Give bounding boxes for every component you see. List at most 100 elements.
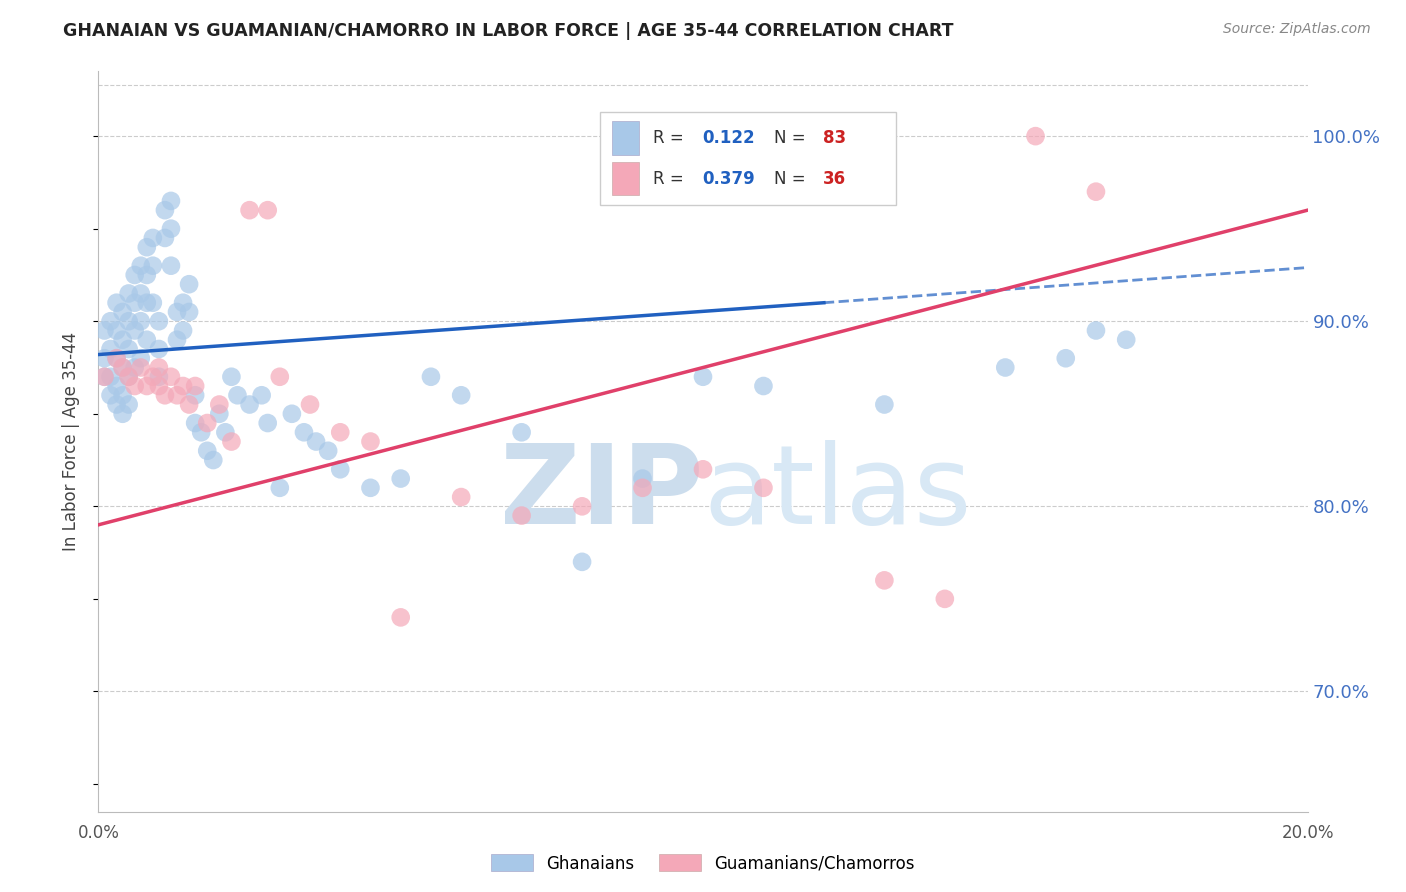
Point bbox=[172, 323, 194, 337]
Point bbox=[250, 388, 273, 402]
Point bbox=[172, 295, 194, 310]
FancyBboxPatch shape bbox=[613, 121, 638, 154]
Point bbox=[111, 360, 134, 375]
Point bbox=[160, 369, 183, 384]
Text: N =: N = bbox=[775, 129, 811, 147]
Point bbox=[129, 286, 152, 301]
Point bbox=[631, 481, 654, 495]
Text: ZIP: ZIP bbox=[499, 440, 703, 547]
Point bbox=[105, 323, 128, 337]
Point bbox=[873, 574, 896, 588]
Text: 0.379: 0.379 bbox=[702, 169, 755, 187]
Point bbox=[202, 453, 225, 467]
Point bbox=[1024, 129, 1046, 144]
Text: R =: R = bbox=[654, 169, 689, 187]
Point bbox=[111, 407, 134, 421]
Point bbox=[105, 379, 128, 393]
Point bbox=[179, 277, 201, 292]
Point bbox=[148, 342, 170, 356]
Point bbox=[1085, 185, 1108, 199]
Point bbox=[752, 379, 775, 393]
Point bbox=[153, 388, 176, 402]
Point bbox=[208, 397, 231, 411]
Point bbox=[692, 462, 714, 476]
Point bbox=[190, 425, 212, 440]
Point bbox=[124, 323, 146, 337]
Point bbox=[118, 314, 141, 328]
Point bbox=[292, 425, 315, 440]
Point bbox=[571, 555, 593, 569]
Point bbox=[256, 416, 278, 430]
Text: R =: R = bbox=[654, 129, 689, 147]
Point bbox=[111, 360, 134, 375]
Text: 0.122: 0.122 bbox=[702, 129, 755, 147]
Point bbox=[360, 434, 382, 449]
Point bbox=[692, 369, 714, 384]
FancyBboxPatch shape bbox=[600, 112, 897, 204]
Point bbox=[111, 305, 134, 319]
Point bbox=[179, 305, 201, 319]
Point bbox=[148, 369, 170, 384]
Point bbox=[166, 388, 188, 402]
Point bbox=[873, 397, 896, 411]
Point bbox=[450, 388, 472, 402]
Text: N =: N = bbox=[775, 169, 811, 187]
Point bbox=[142, 259, 165, 273]
Point bbox=[111, 333, 134, 347]
Point bbox=[571, 500, 593, 514]
Point bbox=[148, 379, 170, 393]
Point bbox=[124, 268, 146, 282]
Point bbox=[124, 379, 146, 393]
Point bbox=[105, 295, 128, 310]
Text: 83: 83 bbox=[823, 129, 846, 147]
Point bbox=[100, 388, 122, 402]
Point bbox=[214, 425, 236, 440]
Point bbox=[135, 333, 157, 347]
Point bbox=[226, 388, 249, 402]
Point bbox=[100, 342, 122, 356]
Point bbox=[195, 416, 218, 430]
Point bbox=[135, 240, 157, 254]
Point bbox=[153, 231, 176, 245]
Point bbox=[118, 286, 141, 301]
Point bbox=[299, 397, 322, 411]
Point bbox=[105, 351, 128, 366]
Point bbox=[1085, 323, 1108, 337]
Point bbox=[256, 203, 278, 218]
Point bbox=[172, 379, 194, 393]
Point bbox=[142, 369, 165, 384]
FancyBboxPatch shape bbox=[613, 162, 638, 195]
Point bbox=[129, 314, 152, 328]
Point bbox=[93, 351, 115, 366]
Point bbox=[148, 314, 170, 328]
Point bbox=[118, 369, 141, 384]
Point bbox=[329, 462, 352, 476]
Point bbox=[142, 295, 165, 310]
Point bbox=[124, 360, 146, 375]
Point bbox=[118, 369, 141, 384]
Point bbox=[239, 203, 262, 218]
Text: 36: 36 bbox=[823, 169, 846, 187]
Point bbox=[100, 314, 122, 328]
Point bbox=[135, 295, 157, 310]
Point bbox=[631, 472, 654, 486]
Point bbox=[111, 388, 134, 402]
Point bbox=[510, 425, 533, 440]
Point bbox=[129, 259, 152, 273]
Point bbox=[450, 490, 472, 504]
Point bbox=[389, 610, 412, 624]
Point bbox=[93, 323, 115, 337]
Point bbox=[160, 221, 183, 235]
Point bbox=[420, 369, 443, 384]
Point bbox=[208, 407, 231, 421]
Text: atlas: atlas bbox=[703, 440, 972, 547]
Point bbox=[93, 369, 115, 384]
Point bbox=[129, 351, 152, 366]
Point bbox=[934, 591, 956, 606]
Point bbox=[142, 231, 165, 245]
Point bbox=[305, 434, 328, 449]
Point bbox=[135, 379, 157, 393]
Y-axis label: In Labor Force | Age 35-44: In Labor Force | Age 35-44 bbox=[62, 332, 80, 551]
Text: Source: ZipAtlas.com: Source: ZipAtlas.com bbox=[1223, 22, 1371, 37]
Point bbox=[93, 369, 115, 384]
